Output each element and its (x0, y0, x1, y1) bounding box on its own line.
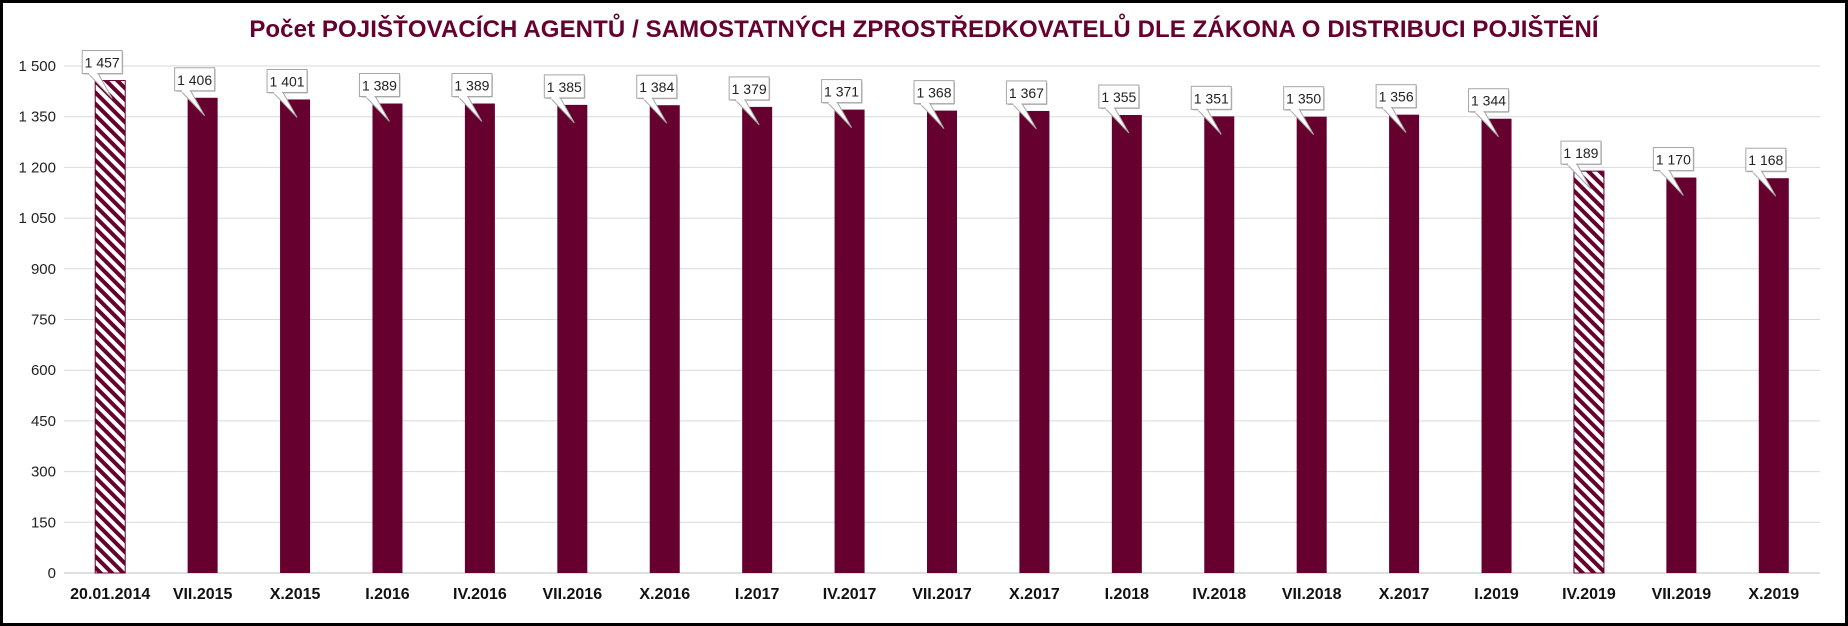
data-label: 1 355 (1101, 89, 1136, 105)
data-label-callout: 1 385 (543, 74, 586, 124)
data-label-callout: 1 384 (636, 74, 678, 124)
x-category-label: X.2017 (1379, 586, 1430, 603)
bar (1573, 170, 1605, 574)
data-label: 1 367 (1009, 85, 1044, 101)
data-label-callout: 1 344 (1468, 88, 1510, 138)
data-label-callout: 1 355 (1098, 84, 1140, 134)
data-label: 1 356 (1379, 89, 1414, 105)
x-axis-categories: 20.01.2014 VII.2015 X.2015 I.2016 IV.2016 VII… (70, 586, 1799, 603)
x-category-label: I.2017 (735, 586, 780, 603)
data-label: 1 344 (1471, 93, 1506, 109)
data-label: 1 368 (916, 85, 951, 101)
y-tick-label: 450 (31, 413, 56, 430)
data-label: 1 189 (1563, 145, 1598, 161)
x-category-label: I.2018 (1105, 586, 1150, 603)
x-category-label: IV.2019 (1562, 586, 1616, 603)
x-category-label: I.2016 (365, 586, 410, 603)
x-category-label: VII.2019 (1652, 586, 1712, 603)
bar (1204, 116, 1235, 573)
bar (464, 103, 495, 573)
x-category-label: X.2015 (270, 586, 321, 603)
x-category-label: I.2019 (1474, 586, 1519, 603)
bar (1481, 118, 1512, 573)
bar (927, 110, 957, 573)
bar (1296, 116, 1327, 573)
data-label-callout: 1 389 (358, 73, 401, 122)
bar (372, 103, 403, 573)
x-category-label: IV.2016 (453, 586, 507, 603)
y-tick-label: 600 (31, 362, 56, 379)
data-label-callout: 1 389 (451, 73, 493, 122)
bar (280, 99, 311, 573)
y-tick-label: 150 (31, 514, 56, 531)
data-label: 1 385 (547, 79, 582, 95)
x-category-label: IV.2018 (1192, 586, 1246, 603)
data-label-callout: 1 367 (1005, 80, 1048, 130)
x-category-label: VII.2016 (543, 586, 603, 603)
data-label: 1 379 (732, 81, 767, 97)
bar (1111, 115, 1142, 573)
data-label: 1 350 (1286, 91, 1321, 107)
y-tick-label: 1 050 (18, 210, 56, 227)
bar (557, 104, 588, 574)
bars (94, 80, 1789, 574)
data-label: 1 457 (85, 55, 120, 71)
bar (1758, 178, 1789, 573)
data-label: 1 384 (639, 79, 674, 95)
y-axis-ticks: 0 150 300 450 600 750 900 1 050 1 200 1 350 1 500 (18, 58, 56, 582)
data-label-callout: 1 379 (728, 76, 771, 126)
data-label: 1 168 (1748, 152, 1783, 168)
y-tick-label: 1 500 (18, 58, 56, 75)
data-label-callout: 1 350 (1283, 86, 1325, 136)
data-label-callout: 1 189 (1560, 140, 1602, 190)
bar (1019, 110, 1050, 573)
bar (187, 97, 218, 573)
data-labels: 1 457 1 406 1 401 1 389 1 389 1 385 1 384 1 379… (81, 50, 1787, 197)
data-label-callout: 1 457 (81, 50, 124, 99)
x-category-label: 20.01.2014 (70, 586, 150, 603)
y-tick-label: 900 (31, 261, 56, 278)
y-tick-label: 1 350 (18, 109, 56, 126)
x-category-label: X.2017 (1009, 586, 1060, 603)
x-category-label: IV.2017 (823, 586, 877, 603)
x-category-label: X.2016 (639, 586, 690, 603)
y-tick-label: 300 (31, 464, 56, 481)
x-category-label: VII.2015 (173, 586, 233, 603)
y-tick-label: 750 (31, 312, 56, 329)
data-label: 1 371 (824, 84, 859, 100)
bar (649, 105, 680, 573)
bar (1389, 114, 1420, 573)
data-label: 1 170 (1656, 152, 1691, 168)
data-label-callout: 1 368 (913, 80, 955, 129)
data-label: 1 351 (1194, 90, 1229, 106)
x-category-label: X.2019 (1748, 586, 1799, 603)
data-label-callout: 1 371 (821, 79, 863, 128)
data-label-callout: 1 170 (1652, 147, 1695, 196)
y-tick-label: 0 (48, 565, 56, 582)
data-label-callout: 1 406 (174, 67, 216, 117)
x-category-label: VII.2017 (912, 586, 972, 603)
data-label: 1 401 (270, 73, 305, 89)
y-tick-label: 1 200 (18, 159, 56, 176)
data-label-callout: 1 356 (1375, 84, 1418, 134)
chart-title: Počet POJIŠŤOVACÍCH AGENTŮ / SAMOSTATNÝC… (249, 16, 1599, 43)
x-category-label: VII.2018 (1282, 586, 1342, 603)
data-label-callout: 1 351 (1190, 85, 1233, 135)
data-label-callout: 1 168 (1745, 147, 1787, 197)
bar (1666, 177, 1697, 574)
data-label: 1 389 (454, 78, 489, 94)
bar (94, 80, 126, 574)
bar (834, 109, 865, 574)
data-label: 1 389 (362, 78, 397, 94)
data-label: 1 406 (177, 72, 212, 88)
data-label-callout: 1 401 (266, 68, 309, 118)
bar (742, 106, 773, 573)
